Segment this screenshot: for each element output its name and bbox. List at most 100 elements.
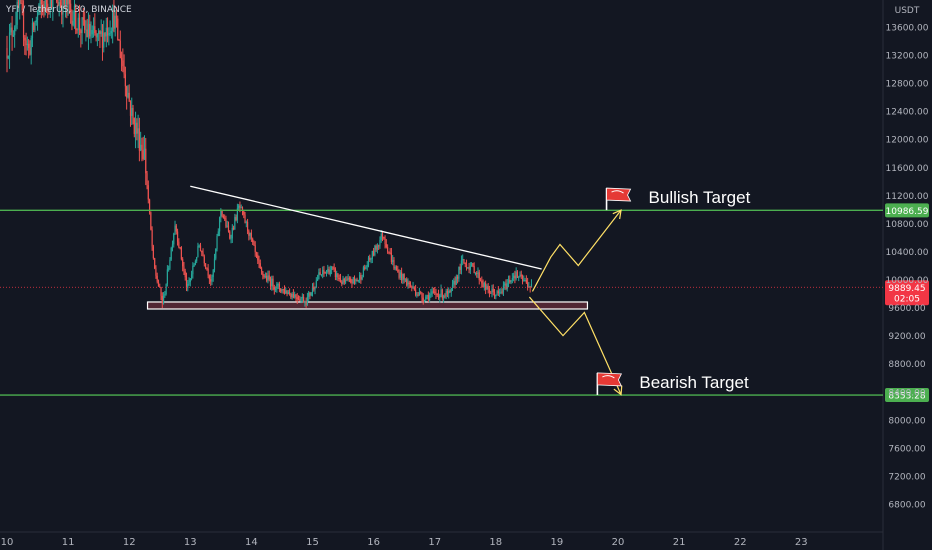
candle-body-322	[416, 294, 418, 296]
candle-body-53	[73, 5, 76, 21]
candle-body-311	[402, 273, 404, 281]
candle-body-181	[236, 208, 238, 221]
candle-body-102	[136, 122, 138, 134]
candle-body-272	[352, 277, 354, 283]
candle-body-51	[71, 11, 73, 26]
candle-body-270	[350, 278, 352, 283]
candle-body-321	[415, 289, 417, 295]
candle-body-277	[358, 275, 361, 281]
candle-body-219	[285, 290, 287, 294]
candle-body-384	[495, 294, 497, 297]
y-tick-label-11: 9200.00	[888, 332, 925, 342]
candle-body-28	[42, 3, 44, 6]
y-tick-label-5: 11600.00	[886, 164, 929, 174]
candle-body-122	[161, 295, 163, 304]
candle-body-364	[469, 266, 471, 270]
candle-body-325	[420, 292, 422, 294]
candle-body-245	[318, 272, 320, 280]
candle-body-283	[366, 265, 368, 267]
candle-body-259	[336, 273, 338, 278]
candle-body-133	[175, 225, 177, 232]
candle-body-346	[446, 290, 449, 294]
annotation-layer: Bullish Target Bearish Target	[596, 187, 751, 395]
candle-body-150	[197, 245, 199, 258]
candle-body-208	[271, 278, 273, 287]
candle-body-265	[343, 278, 345, 283]
candle-body-87	[117, 18, 119, 40]
candle-body-100	[133, 118, 135, 134]
candle-body-250	[324, 272, 326, 274]
candle-body-341	[440, 289, 442, 296]
candle-body-131	[173, 233, 175, 245]
candle-body-21	[33, 22, 35, 31]
candle-body-330	[426, 295, 428, 297]
candle-body-35	[50, 0, 53, 8]
candle-body-163	[213, 258, 216, 270]
candle-body-204	[266, 275, 268, 281]
candle-body-397	[511, 278, 513, 281]
candle-body-361	[465, 264, 468, 268]
candle-body-370	[477, 272, 479, 274]
candle-body-129	[170, 247, 172, 260]
candle-body-29	[43, 5, 45, 12]
candle-body-34	[49, 0, 51, 9]
bearish-flag-icon	[596, 372, 623, 395]
candle-body-195	[254, 245, 256, 253]
candle-body-168	[220, 210, 222, 218]
candle-body-391	[504, 283, 506, 286]
candle-body-347	[448, 290, 450, 294]
candle-body-134	[176, 231, 179, 242]
candle-body-354	[457, 276, 459, 279]
x-tick-label-5: 15	[306, 537, 319, 548]
y-tick-label-9: 10000.00	[886, 276, 929, 286]
candle-body-307	[397, 269, 399, 272]
candle-body-90	[120, 58, 123, 61]
y-tick-label-13: 8400.00	[888, 388, 925, 398]
chart-title: YFI / TetherUS, 30, BINANCE	[5, 5, 132, 15]
candle-body-15	[25, 40, 27, 46]
x-tick-label-1: 11	[62, 537, 75, 548]
candle-body-271	[351, 282, 353, 284]
candle-body-105	[140, 144, 142, 151]
candle-body-227	[295, 294, 297, 298]
candle-body-55	[76, 29, 78, 31]
candle-body-200	[260, 268, 263, 272]
candle-body-92	[123, 66, 125, 75]
y-tick-label-0: 13600.00	[886, 24, 929, 34]
candle-body-244	[316, 279, 319, 281]
candle-body-345	[445, 290, 447, 297]
candle-body-115	[152, 246, 154, 259]
candle-body-17	[28, 43, 30, 48]
candle-body-274	[355, 279, 357, 281]
bearish-projection-arrowhead	[613, 385, 623, 396]
candles-layer	[6, 0, 533, 309]
y-tick-label-7: 10800.00	[886, 220, 929, 230]
candle-body-332	[429, 295, 431, 301]
candle-body-401	[516, 271, 519, 278]
candle-body-142	[187, 284, 189, 289]
candle-body-376	[485, 282, 487, 290]
candle-body-222	[288, 292, 291, 294]
candle-body-45	[63, 0, 65, 5]
candle-body-193	[252, 238, 254, 243]
x-tick-label-3: 13	[184, 537, 197, 548]
candle-body-99	[132, 107, 134, 119]
candle-body-211	[274, 288, 277, 290]
x-tick-label-11: 21	[673, 537, 686, 548]
candle-body-183	[239, 205, 241, 208]
candle-body-338	[436, 293, 438, 295]
candle-body-234	[304, 301, 306, 303]
candle-body-214	[278, 284, 281, 290]
last-price-label: 9889.45	[888, 284, 925, 294]
candle-body-329	[425, 296, 427, 300]
y-tick-label-16: 7200.00	[888, 472, 925, 482]
candle-body-317	[409, 284, 412, 287]
candle-body-170	[222, 215, 224, 218]
candle-body-358	[462, 259, 464, 261]
candle-body-247	[320, 274, 323, 276]
candle-body-9	[17, 1, 20, 6]
candle-body-380	[490, 292, 492, 294]
